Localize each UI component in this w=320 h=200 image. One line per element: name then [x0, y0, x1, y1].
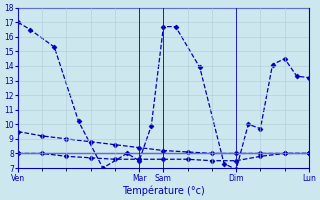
- X-axis label: Température (°c): Température (°c): [122, 185, 205, 196]
